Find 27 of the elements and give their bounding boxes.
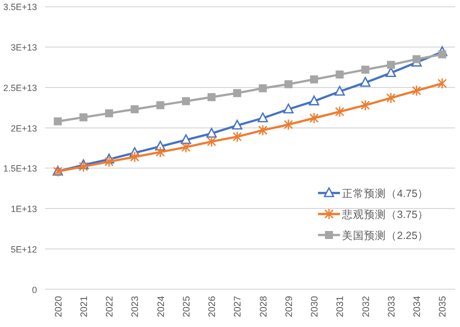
x-tick-label: 2020 — [53, 296, 64, 318]
x-tick-label: 2022 — [104, 296, 116, 318]
x-tick-label: 2026 — [207, 296, 218, 318]
y-tick-label: 5E+12 — [10, 244, 37, 254]
legend-label: 悲观预测（3.75） — [341, 208, 428, 221]
x-tick-label: 2027 — [232, 296, 244, 318]
x-tick-label: 2035 — [438, 296, 449, 318]
x-tick-label: 2021 — [78, 296, 90, 318]
y-tick-label: 3E+13 — [10, 42, 37, 53]
x-tick-label: 2029 — [284, 296, 295, 318]
x-tick-label: 2030 — [310, 296, 321, 318]
y-tick-label: 1E+13 — [10, 204, 37, 214]
legend-label: 美国预测（2.25） — [342, 229, 428, 242]
y-tick-label: 0 — [32, 284, 37, 295]
y-tick-label: 2.5E+13 — [3, 82, 37, 93]
y-tick-label: 1.5E+13 — [3, 164, 37, 174]
y-tick-label: 3.5E+13 — [3, 2, 37, 12]
x-tick-label: 2028 — [258, 296, 270, 318]
x-tick-label: 2034 — [412, 296, 424, 318]
x-tick-label: 2024 — [156, 296, 167, 318]
x-tick-label: 2031 — [335, 296, 346, 318]
x-tick-label: 2032 — [360, 296, 372, 318]
x-tick-label: 2023 — [130, 296, 142, 318]
x-tick-label: 2025 — [181, 296, 192, 318]
y-tick-label: 2E+13 — [10, 123, 37, 134]
x-tick-label: 2033 — [386, 296, 398, 318]
legend-label: 正常预测（4.75） — [342, 187, 428, 200]
